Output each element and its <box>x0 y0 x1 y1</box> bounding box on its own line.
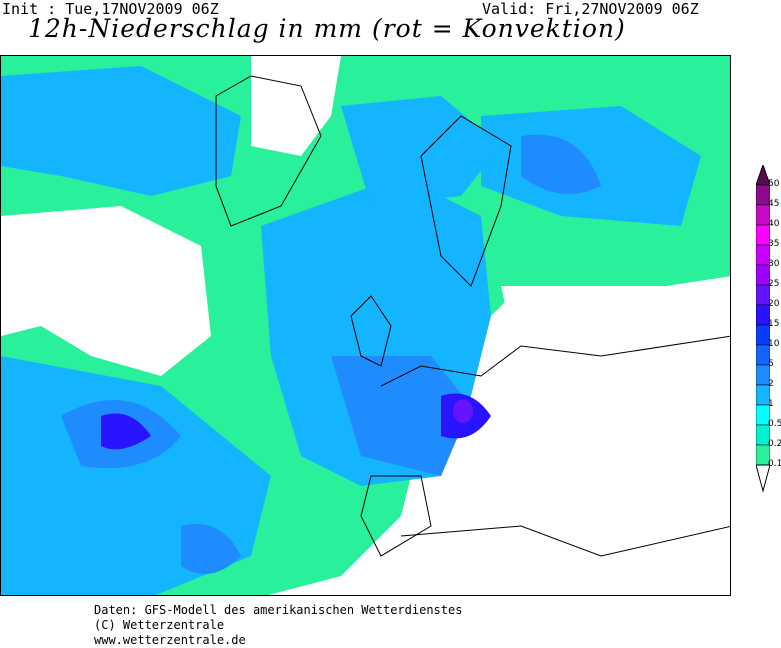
colorbar-label: 1 <box>768 399 774 409</box>
valid-time: Valid: Fri,27NOV2009 06Z <box>482 0 699 18</box>
colorbar-label: 0.2 <box>768 439 781 449</box>
precipitation-map <box>0 55 731 596</box>
precip-white-gaps <box>1 56 730 595</box>
colorbar-label: 40 <box>768 219 780 229</box>
map-title: 12h-Niederschlag in mm (rot = Konvektion… <box>28 14 626 43</box>
colorbar-label: 30 <box>768 259 780 269</box>
footer: Daten: GFS-Modell des amerikanischen Wet… <box>94 603 462 648</box>
colorbar-label: 2 <box>768 379 774 389</box>
coastlines <box>215 75 730 557</box>
colorbar-label: 50 <box>768 179 780 189</box>
colorbar-label: 35 <box>768 239 780 249</box>
colorbar-bottom-arrow <box>756 464 770 493</box>
footer-source: Daten: GFS-Modell des amerikanischen Wet… <box>94 603 463 617</box>
footer-copyright: (C) Wetterzentrale <box>94 618 225 632</box>
colorbar-label: 25 <box>768 279 780 289</box>
colorbar-label: 10 <box>768 339 780 349</box>
footer-url[interactable]: www.wetterzentrale.de <box>94 633 246 647</box>
colorbar-label: 45 <box>768 199 780 209</box>
precip-max-core <box>453 399 473 423</box>
precip-field <box>1 56 730 595</box>
colorbar-label: 5 <box>768 359 774 369</box>
legend-colorbar <box>756 165 770 493</box>
init-time: Init : Tue,17NOV2009 06Z <box>2 0 219 18</box>
colorbar-label: 20 <box>768 299 780 309</box>
colorbar-label: 0.5 <box>768 419 781 429</box>
colorbar-label: 0.1 <box>768 459 781 469</box>
colorbar-label: 15 <box>768 319 780 329</box>
